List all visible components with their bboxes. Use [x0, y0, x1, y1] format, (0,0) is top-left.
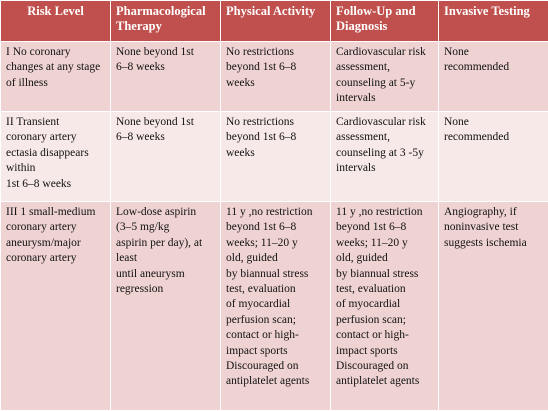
header-cell: Follow-Up and Diagnosis [330, 0, 439, 42]
table-cell: None beyond 1st 6–8 weeks [110, 111, 221, 202]
table-cell: No restrictions beyond 1st 6–8 weeks [220, 111, 331, 202]
table-cell: None recommended [438, 111, 548, 202]
header-row: Risk Level Pharmacological Therapy Physica… [0, 0, 548, 42]
table-cell: No restrictions beyond 1st 6–8 weeks [220, 41, 331, 112]
header-cell: Pharmacological Therapy [110, 0, 221, 42]
table-cell: None recommended [438, 41, 548, 112]
header-cell: Invasive Testing [438, 0, 548, 42]
header-cell: Risk Level [0, 0, 111, 42]
table-cell: 11 y ,no restriction beyond 1st 6–8 week… [220, 201, 331, 411]
table-cell: Cardiovascular risk assessment, counseli… [330, 111, 439, 202]
table-cell: Angiography, if noninvasive test suggest… [438, 201, 548, 411]
table-cell: None beyond 1st 6–8 weeks [110, 41, 221, 112]
table-cell: Low-dose aspirin (3–5 mg/kg aspirin per … [110, 201, 221, 411]
table-cell: III 1 small-medium coronary artery aneur… [0, 201, 111, 411]
table-row: III 1 small-medium coronary artery aneur… [0, 201, 548, 411]
table-cell: I No coronary changes at any stage of il… [0, 41, 111, 112]
table-cell: Cardiovascular risk assessment, counseli… [330, 41, 439, 112]
table-row: I No coronary changes at any stage of il… [0, 41, 548, 112]
table-row: II Transient coronary artery ectasia dis… [0, 111, 548, 202]
table-cell: 11 y ,no restriction beyond 1st 6–8 week… [330, 201, 439, 411]
table-cell: II Transient coronary artery ectasia dis… [0, 111, 111, 202]
header-cell: Physical Activity [220, 0, 331, 42]
